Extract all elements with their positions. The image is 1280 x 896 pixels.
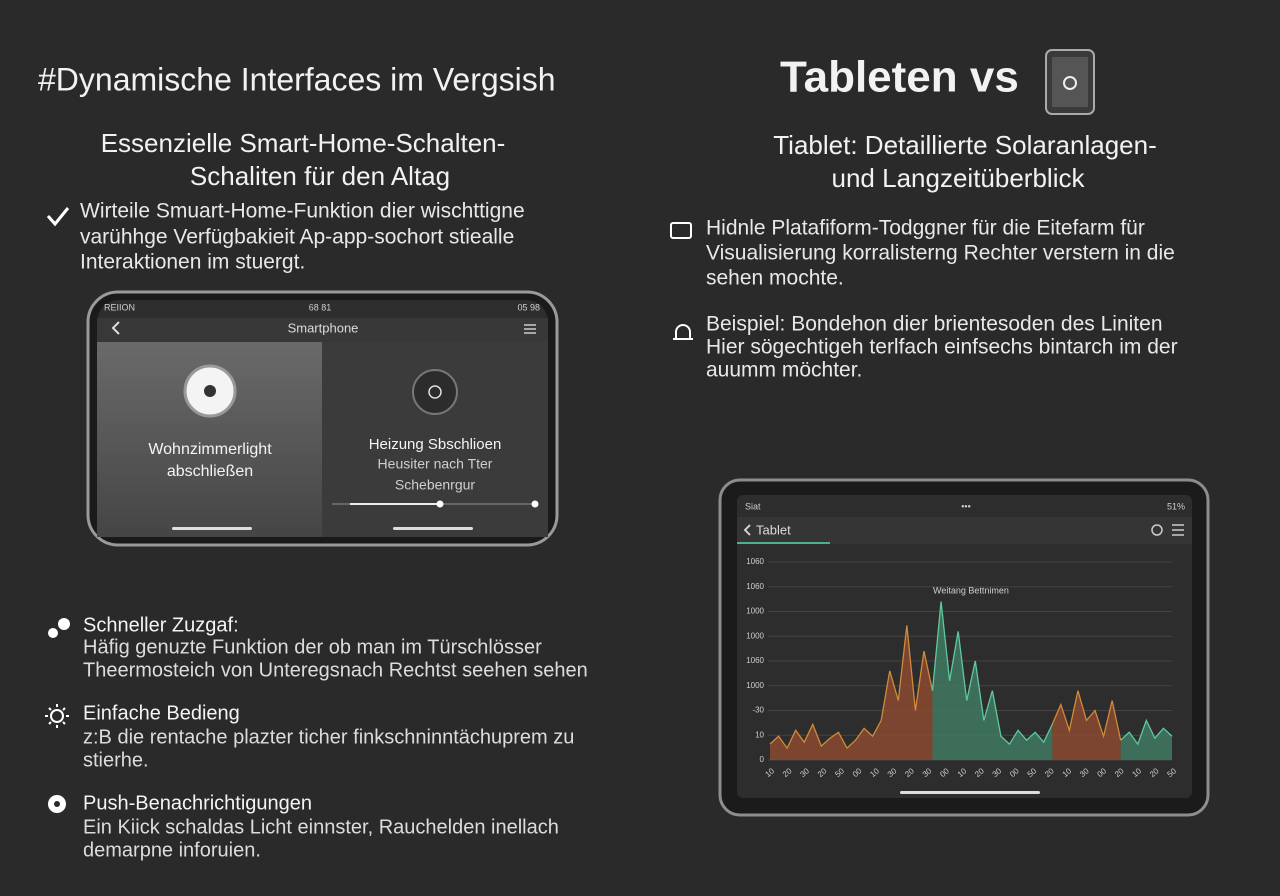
gear-icon [54,801,60,807]
series-line [931,601,1053,746]
home-indicator [393,527,473,530]
chat-icon[interactable] [1151,524,1163,536]
tablet-mockup: Siat ••• 51% Tablet [718,478,1210,817]
phone-title: Smartphone [288,320,359,335]
feature-text: z:B die rentache plazter ticher finkschn… [83,726,574,748]
area-fill [1120,720,1172,760]
feature-title: Einfache Bedieng [83,702,240,724]
sun-icon [45,704,69,728]
back-button[interactable] [743,524,751,536]
home-indicator [172,527,252,530]
tablet-icon-dot [1063,76,1077,90]
right-subtitle: Tiablet: Detaillierte Solaranlagen- [773,130,1156,160]
bell-icon [673,324,693,340]
settings-icon[interactable] [524,324,536,334]
left-subtitle: Essenzielle Smart-Home-Schalten- [101,128,506,158]
phone-header [97,318,548,342]
y-tick-label: 1000 [746,681,764,690]
point-line: Hidnle Platafiform-Todggner für die Eite… [706,217,1145,240]
area-fill [1052,690,1121,760]
feature-icons [45,618,70,813]
status-left: REIION [104,302,135,312]
sun-icon [50,709,64,723]
tile-text: abschließen [167,463,253,480]
status-center: 68 81 [309,302,332,312]
menu-icon[interactable] [1172,524,1184,536]
sun-icon [428,385,442,399]
feature-title: Schneller Zuzgaf: [83,614,239,636]
y-tick-label: 1000 [746,607,764,616]
sun-button[interactable] [412,369,458,415]
intro-line: Wirteile Smuart-Home-Funktion dier wisch… [80,200,525,223]
point-line: Hier sögechtigeh terlfach einfsechs bint… [706,336,1178,359]
right-title: Tableten vs [780,53,1019,102]
series-line [1120,718,1173,746]
tablet-icon-screen [1052,57,1088,107]
point-line: Visualisierung korralisterng Rechter ver… [706,242,1175,265]
y-tick-label: -30 [752,706,764,715]
slider-knob[interactable] [436,500,444,508]
dots-icon [58,618,70,630]
tile-text: Heizung Sbschlioen [369,436,502,453]
point-line: Beispiel: Bondehon dier brientesoden des… [706,313,1163,336]
phone-mockup: REIION 68 81 05 98 Smartphone Wohnzimmer… [86,290,559,547]
intro-line: Interaktionen im stuergt. [80,251,305,274]
light-button-dot [204,385,216,397]
feature-text: Häfig genuzte Funktion der ob man im Tür… [83,636,542,658]
status-right: 51% [1167,501,1185,511]
briefcase-icon [670,222,692,239]
series-line [769,625,934,750]
home-indicator [900,791,1040,794]
left-subtitle: Schaliten für den Altag [190,161,450,191]
feature-text: Ein Kiick schaldas Licht einnster, Rauch… [83,816,559,838]
feature-title: Push-Benachrichtigungen [83,792,312,814]
y-tick-label: 0 [760,755,765,764]
tile-text: Heusiter nach Tter [378,456,493,472]
left-title: #Dynamische Interfaces im Vergsish [38,61,556,97]
chart-annotation: Weitang Bettnimen [933,585,1009,595]
right-subtitle: und Langzeitüberblick [832,163,1086,193]
tile-text: Wohnzimmerlight [148,441,272,458]
series-line [1051,690,1122,741]
y-tick-label: 1060 [746,557,764,566]
feature-text: Theermosteich von Unteregsnach Rechtst s… [83,659,588,681]
tablet-header [737,517,1192,544]
back-button[interactable] [111,321,120,335]
status-right: 05 98 [517,302,540,312]
slider-end [531,500,539,508]
status-left: Siat [745,501,761,511]
y-tick-label: 1000 [746,631,764,640]
point-line: auumm möchter. [706,359,862,382]
area-fill [770,625,933,760]
y-tick-label: 1060 [746,582,764,591]
check-icon [46,207,70,227]
intro-line: varühhge Verfügbakieit Ap-app-sochort st… [80,226,514,249]
feature-text: demarpne inforuien. [83,839,261,861]
tile-text: Schebenrgur [395,477,476,493]
point-line: sehen mochte. [706,267,844,290]
y-tick-label: 10 [755,730,764,739]
y-tick-label: 1060 [746,656,764,665]
tablet-title: Tablet [756,522,791,537]
feature-text: stierhe. [83,749,149,771]
status-center: ••• [961,501,970,511]
dots-icon [48,628,58,638]
area-fill [932,601,1053,760]
